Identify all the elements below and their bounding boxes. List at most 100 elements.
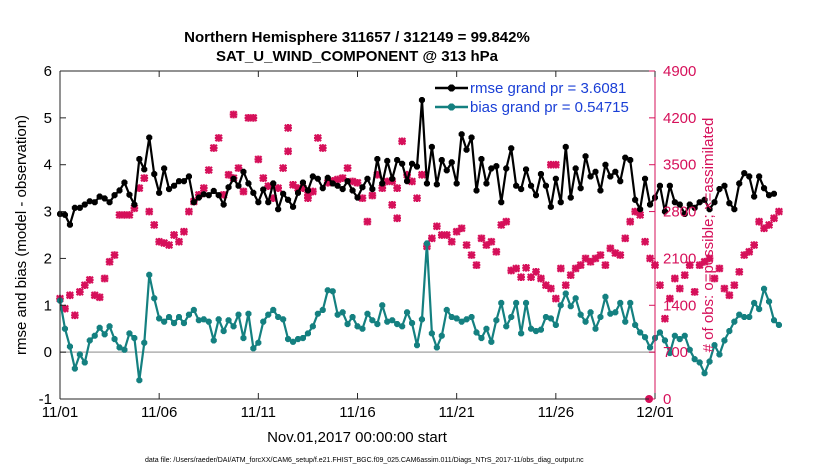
rmse-point <box>706 206 713 213</box>
bias-point <box>215 316 222 323</box>
obs-marker <box>388 200 397 209</box>
rmse-point <box>146 134 153 141</box>
obs-marker <box>199 184 208 193</box>
bias-point <box>661 337 668 344</box>
obs-marker <box>591 254 600 263</box>
x-axis-ticks: 11/01 11/06 11/11 11/16 11/21 11/26 12/01 <box>42 71 674 421</box>
bias-point <box>513 299 520 306</box>
rmse-point <box>523 166 530 173</box>
obs-marker <box>735 267 744 276</box>
rmse-point <box>319 185 326 192</box>
rmse-point <box>572 165 579 172</box>
obs-marker <box>740 251 749 260</box>
bias-point <box>334 311 341 318</box>
rmse-point <box>661 208 668 215</box>
rmse-point <box>428 143 435 150</box>
rmse-point <box>756 173 763 180</box>
obs-marker <box>427 234 436 243</box>
rmse-point <box>637 206 644 213</box>
bias-point <box>443 306 450 313</box>
bias-point <box>190 306 197 313</box>
obs-marker <box>358 194 367 203</box>
bias-point <box>364 310 371 317</box>
bias-point <box>344 321 351 328</box>
bias-point <box>746 314 753 320</box>
obs-marker <box>170 231 179 239</box>
obs-marker <box>482 241 491 250</box>
bias-point <box>81 359 88 366</box>
bias-point <box>597 314 604 320</box>
rmse-point <box>622 154 629 161</box>
obs-marker <box>467 251 476 260</box>
bias-point <box>637 329 644 336</box>
obs-marker <box>110 251 119 260</box>
bias-point <box>632 321 639 328</box>
rmse-point <box>260 186 267 193</box>
bias-point <box>478 335 485 342</box>
bias-point <box>587 309 594 316</box>
rmse-point <box>96 193 103 200</box>
bias-point <box>567 303 574 310</box>
bias-point <box>557 302 564 309</box>
bias-point <box>468 314 475 320</box>
obs-marker <box>155 237 164 246</box>
bias-point <box>295 336 301 343</box>
rmse-point <box>528 182 535 189</box>
rmse-point <box>141 166 148 173</box>
y-tick-label: 6 <box>44 63 52 80</box>
bias-point <box>617 299 624 306</box>
obs-marker <box>179 227 188 236</box>
rmse-point <box>478 156 485 163</box>
obs-marker <box>601 261 610 270</box>
obs-marker <box>774 207 783 216</box>
x-tick-label: 11/06 <box>141 404 177 421</box>
obs-marker <box>125 210 134 219</box>
rmse-point <box>394 157 401 164</box>
obs-marker <box>457 224 466 233</box>
rmse-point <box>185 173 192 180</box>
rmse-point <box>344 178 351 185</box>
rmse-point <box>632 196 639 203</box>
rmse-point <box>374 156 381 163</box>
obs-marker <box>214 133 223 142</box>
x-axis-label: Nov.01,2017 00:00:00 start <box>267 429 448 446</box>
data-file-footnote: data file: /Users/raeder/DAI/ATM_forcXX/… <box>145 457 584 464</box>
bias-point <box>741 314 748 320</box>
rmse-point <box>691 204 698 211</box>
bias-point <box>374 321 381 328</box>
obs-marker <box>368 191 377 200</box>
bias-point <box>681 332 688 339</box>
bias-point <box>756 306 763 313</box>
obs-marker <box>551 160 560 169</box>
rmse-point <box>86 198 93 205</box>
rmse-point <box>295 189 301 196</box>
bias-point <box>255 339 262 346</box>
rmse-point <box>567 194 574 201</box>
obs-marker <box>145 207 154 216</box>
bias-point <box>156 315 163 322</box>
rmse-point <box>389 175 396 182</box>
obs-marker <box>373 170 382 179</box>
obs-marker <box>234 164 243 173</box>
bias-point <box>736 311 743 318</box>
rmse-point <box>503 165 510 172</box>
bias-point <box>71 365 78 372</box>
rmse-point <box>116 187 123 194</box>
bias-point <box>488 338 495 345</box>
rmse-point <box>91 199 98 206</box>
obs-marker <box>130 204 139 213</box>
rmse-point <box>533 192 539 199</box>
obs-marker <box>611 249 620 258</box>
rmse-point <box>771 190 777 197</box>
bias-point <box>220 328 227 335</box>
bias-point <box>210 337 217 344</box>
x-tick-label: 11/21 <box>438 404 474 421</box>
bias-point <box>290 338 297 345</box>
bias-point <box>671 332 678 339</box>
rmse-point <box>240 168 247 175</box>
obs-marker <box>770 214 778 223</box>
rmse-point <box>711 199 718 206</box>
bias-point <box>458 318 465 325</box>
bias-point <box>270 306 277 313</box>
